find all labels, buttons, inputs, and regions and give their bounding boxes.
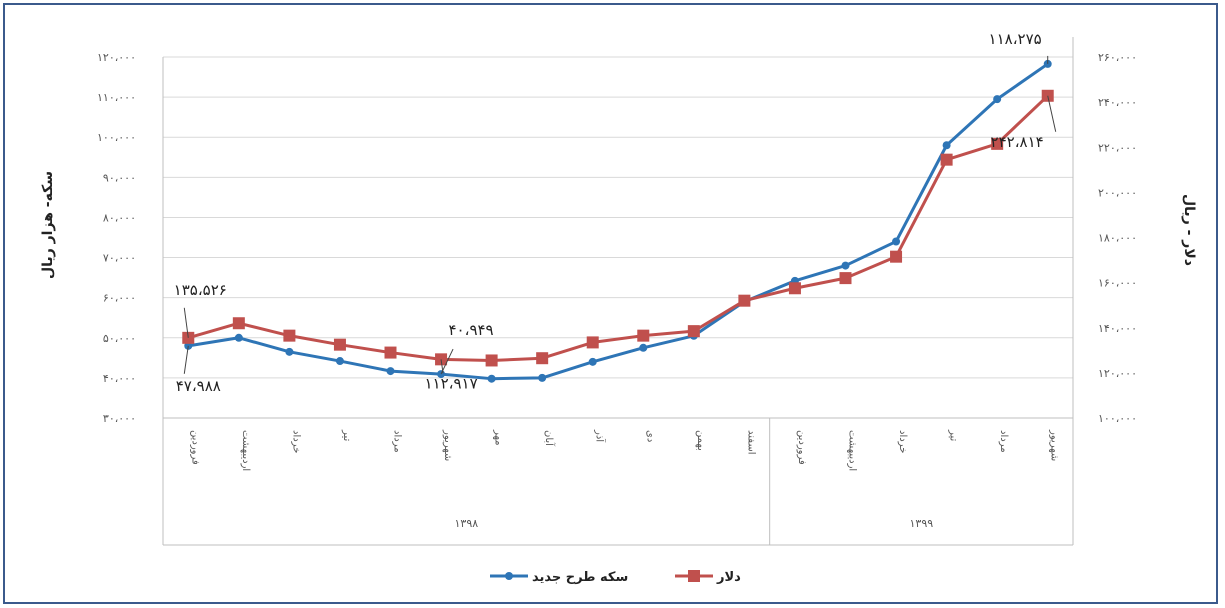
y-left-tick-label: ۱۲۰،۰۰۰ [97,51,136,64]
category-label: مرداد [392,430,403,453]
dollar-series-line [187,94,1049,362]
data-label: ۱۱۸،۲۷۵ [989,30,1042,48]
y-left-tick-label: ۹۰،۰۰۰ [103,171,136,184]
coin-data-point [942,141,951,150]
legend-label-dollar: دلار [716,570,741,585]
coin-data-point [639,343,648,352]
data-label: ۴۰،۹۴۹ [448,321,493,339]
dollar-data-point [637,329,650,342]
annotation-leader [183,345,189,374]
y-right-tick-label: ۲۶۰،۰۰۰ [1098,51,1137,64]
category-label: فروردین [796,430,807,465]
dollar-data-point [687,325,700,338]
y-left-title: سکه- هزار ریال [40,171,56,279]
dollar-data-point [991,137,1004,150]
data-label: ۴۷،۹۸۸ [176,377,221,395]
y-left-tick-label: ۸۰،۰۰۰ [103,211,136,224]
category-label: اسفند [745,430,756,454]
category-label: خرداد [290,430,301,453]
y-right-tick-label: ۱۴۰،۰۰۰ [1098,322,1137,335]
coin-data-point [335,357,344,366]
dollar-data-point [536,352,549,365]
dollar-data-point [738,294,751,307]
annotation-leader [183,307,189,338]
data-label: ۱۱۲،۹۱۷ [424,374,477,392]
annotation-leader [1047,95,1057,132]
y-right-tick-label: ۱۸۰،۰۰۰ [1098,232,1137,245]
dollar-data-point [586,336,599,349]
series-markers [182,59,1054,383]
category-label: اردیبهشت [240,430,251,471]
y-left-tick-label: ۱۰۰،۰۰۰ [97,131,136,144]
category-label: خرداد [897,430,908,453]
y-right-tick-label: ۲۲۰،۰۰۰ [1098,141,1137,154]
group-label: ۱۳۹۸ [455,517,479,530]
category-label: تیر [948,429,959,442]
legend: سکه طرح جدید دلار [490,570,741,585]
y-right-title: دلار - ریال [1181,194,1197,266]
dollar-data-point [485,354,498,367]
legend-marker-coin [505,572,513,580]
series-lines [187,62,1049,381]
category-label: تیر [341,429,352,442]
dollar-data-point [333,338,346,351]
y-left-tick-label: ۴۰،۰۰۰ [103,372,136,385]
dollar-data-point [232,317,245,330]
coin-data-point [234,333,243,342]
y-right-tick-label: ۱۰۰،۰۰۰ [1098,412,1137,425]
dollar-data-point [890,250,903,263]
category-label: مهر [493,429,504,445]
legend-marker-dollar [688,570,700,582]
y-left-tick-label: ۶۰،۰۰۰ [103,292,136,305]
category-label: شهریور [442,429,453,461]
coin-data-point [588,357,597,366]
coin-data-point [538,373,547,382]
coin-data-point [993,95,1002,104]
coin-data-point [386,367,395,376]
category-label: آبان [543,430,556,447]
category-label: شهریور [1049,429,1060,461]
y-right-tick-label: ۱۲۰،۰۰۰ [1098,367,1137,380]
category-label: اردیبهشت [847,430,858,471]
data-label: ۱۳۵،۵۲۶ [174,281,227,299]
annotations: ۱۳۵،۵۲۶ ۴۷،۹۸۸ ۴۰،۹۴۹ ۱۱۲،۹۱۷ ۱۱۸،۲۷۵ ۲۴۲،۸۱۴ [174,30,1057,395]
y-right-tick-label: ۱۶۰،۰۰۰ [1098,277,1137,290]
category-label: بهمن [695,430,706,451]
y-left-tick-label: ۳۰،۰۰۰ [103,412,136,425]
category-label: مرداد [998,430,1009,453]
legend-label-coin: سکه طرح جدید [532,570,628,585]
dollar-data-point [788,282,801,295]
category-label: آذر [594,429,607,443]
y-left-tick-label: ۵۰،۰۰۰ [103,332,136,345]
dollar-data-point [940,153,953,166]
chart-frame [3,3,1218,604]
y-left-tick-label: ۷۰،۰۰۰ [103,252,136,265]
annotation-leader [440,359,444,374]
y-right-tick-label: ۲۴۰،۰۰۰ [1098,96,1137,109]
data-label: ۲۴۲،۸۱۴ [991,133,1044,151]
gridlines [163,56,1073,419]
coin-data-point [892,237,901,246]
category-axis: فروردین اردیبهشت خرداد تیر مرداد شهریور مهر آبا… [162,418,1074,546]
group-label: ۱۳۹۹ [910,517,934,530]
category-label: فروردین [189,430,200,465]
y-left-tick-label: ۱۱۰،۰۰۰ [97,91,136,104]
dollar-data-point [384,346,397,359]
y-right-tick-label: ۲۰۰،۰۰۰ [1098,186,1137,199]
coin-data-point [841,261,850,270]
coin-data-point [487,374,496,383]
axes: ۳۰،۰۰۰ ۴۰،۰۰۰ ۵۰،۰۰۰ ۶۰،۰۰۰ ۷۰،۰۰۰ ۸۰،۰۰۰ ۹۰،۰… [97,37,1137,425]
dollar-data-point [283,329,296,342]
coin-data-point [285,347,294,356]
category-label: دی [644,430,655,442]
coin-series-line [188,62,1049,381]
dollar-data-point [839,272,852,285]
